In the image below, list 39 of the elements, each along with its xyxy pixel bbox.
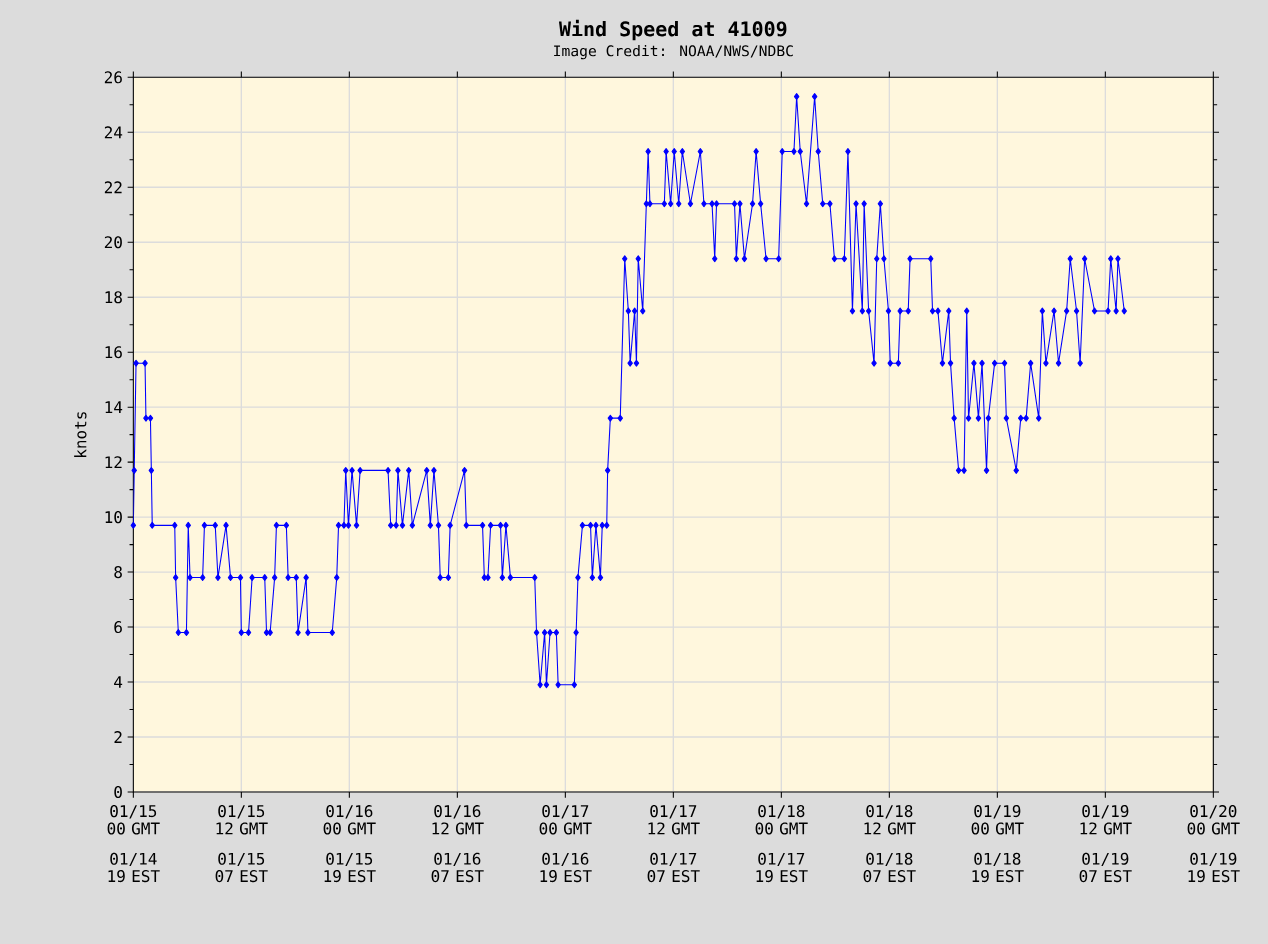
y-tick-label: 2 — [114, 731, 122, 743]
x2-tick-label: 01/16 19 EST — [540, 852, 592, 883]
y-tick-label: 24 — [104, 126, 123, 139]
x-tick-label: 01/19 00 GMT — [971, 805, 1024, 835]
x2-tick-label: 01/19 19 EST — [1188, 852, 1240, 883]
y-tick-label: 0 — [114, 785, 122, 799]
x-tick-label: 01/15 00 GMT — [107, 805, 160, 835]
x2-tick-label: 01/18 19 EST — [972, 852, 1024, 883]
y-tick-label: 10 — [105, 511, 122, 524]
y-tick-label: 22 — [104, 181, 122, 194]
x2-tick-label: 01/19 07 EST — [1079, 852, 1132, 883]
x-tick-label: 01/16 12 GMT — [432, 805, 484, 835]
chart-title: Wind Speed at 41009 — [558, 19, 787, 41]
y-tick-label: 18 — [105, 291, 122, 304]
y-axis-title: knots — [74, 412, 87, 457]
y-tick-label: 4 — [114, 676, 123, 688]
x-tick-label: 01/17 00 GMT — [539, 805, 592, 835]
x-tick-label: 01/16 00 GMT — [323, 805, 376, 835]
x2-tick-label: 01/17 07 EST — [647, 852, 700, 883]
y-tick-label: 26 — [104, 71, 122, 84]
x2-tick-label: 01/15 07 EST — [215, 852, 268, 883]
y-tick-label: 6 — [114, 621, 122, 634]
y-tick-label: 16 — [105, 346, 122, 359]
x2-tick-label: 01/16 07 EST — [431, 852, 484, 883]
y-tick-label: 8 — [114, 566, 122, 579]
x-tick-label: 01/18 00 GMT — [755, 805, 808, 835]
y-tick-label: 14 — [105, 401, 123, 413]
y-tick-label: 20 — [104, 236, 122, 249]
x-tick-label: 01/20 00 GMT — [1187, 805, 1240, 835]
x2-tick-label: 01/15 19 EST — [324, 852, 376, 883]
x2-tick-label: 01/14 19 EST — [108, 852, 160, 883]
x2-tick-label: 01/17 19 EST — [756, 852, 808, 883]
x-tick-label: 01/18 12 GMT — [864, 805, 916, 835]
chart-subtitle: Image Credit: NOAA/NWS/NDBC — [554, 44, 793, 60]
x-tick-label: 01/15 12 GMT — [216, 805, 268, 835]
x-tick-label: 01/17 12 GMT — [648, 805, 700, 835]
x2-tick-label: 01/18 07 EST — [863, 852, 916, 883]
x-tick-label: 01/19 12 GMT — [1080, 805, 1132, 835]
y-tick-label: 12 — [105, 456, 122, 469]
